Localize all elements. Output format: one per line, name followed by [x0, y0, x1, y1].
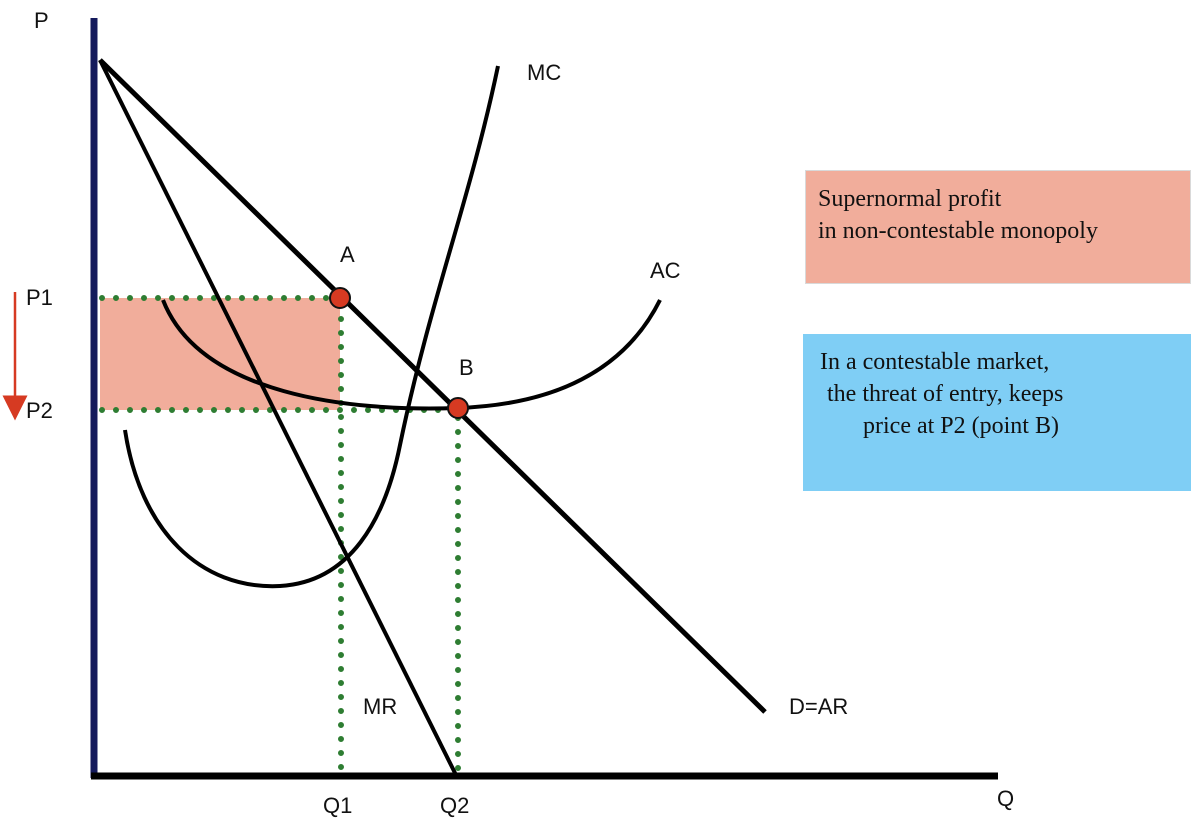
- demand-label: D=AR: [789, 694, 848, 719]
- contest-note-line-3: price at P2 (point B): [863, 413, 1059, 439]
- mc-curve: [123, 65, 500, 589]
- supernormal-profit-note: Supernormal profit in non-contestable mo…: [805, 170, 1191, 284]
- y-axis-label: P: [34, 8, 49, 33]
- mr-curve: [98, 59, 458, 776]
- point-a-marker: [329, 287, 351, 309]
- point-b-label: B: [459, 355, 474, 380]
- profit-note-line-1: Supernormal profit: [818, 186, 1002, 212]
- demand-curve: [98, 58, 767, 714]
- profit-note-line-2: in non-contestable monopoly: [818, 218, 1098, 244]
- contestable-market-note: In a contestable market, the threat of e…: [803, 334, 1191, 491]
- point-a-label: A: [340, 242, 355, 267]
- p1-label: P1: [26, 285, 53, 310]
- q1-label: Q1: [323, 793, 352, 818]
- mc-label: MC: [527, 60, 561, 85]
- point-b-marker: [447, 397, 469, 419]
- contest-note-line-1: In a contestable market,: [820, 349, 1050, 375]
- x-axis-label: Q: [997, 786, 1014, 811]
- ac-label: AC: [650, 258, 681, 283]
- supernormal-profit-area: [100, 298, 340, 410]
- contest-note-line-2: the threat of entry, keeps: [821, 381, 1064, 407]
- p2-label: P2: [26, 398, 53, 423]
- mr-label: MR: [363, 694, 397, 719]
- q2-label: Q2: [440, 793, 469, 818]
